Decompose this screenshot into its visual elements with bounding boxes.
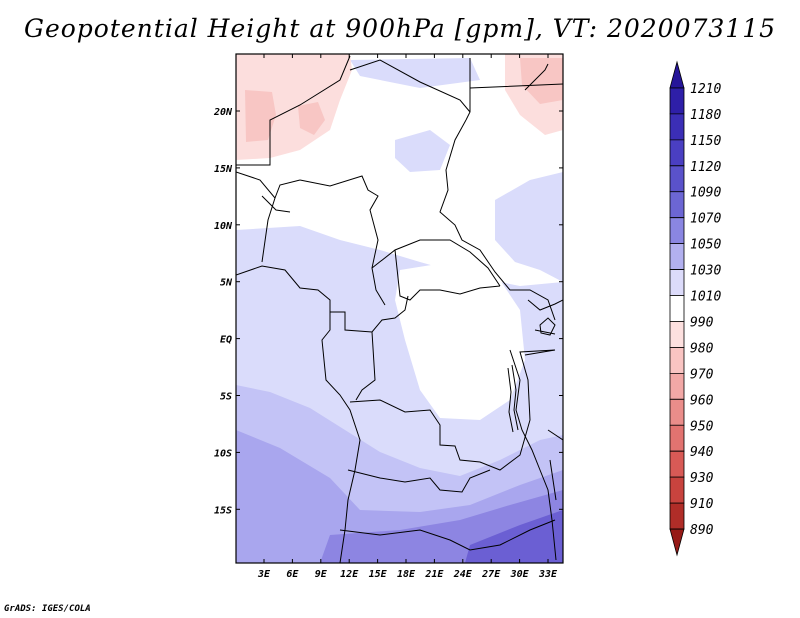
lon-label: 15E bbox=[369, 569, 388, 580]
colorbar-label: 940 bbox=[690, 445, 714, 460]
colorbar-segment bbox=[669, 398, 685, 426]
colorbar-label: 960 bbox=[690, 393, 714, 408]
colorbar-segment bbox=[669, 347, 685, 374]
lon-label: 18E bbox=[397, 569, 416, 580]
lon-label: 27E bbox=[481, 569, 501, 580]
map-title: Geopotential Height at 900hPa [gpm], VT:… bbox=[23, 14, 777, 43]
field-zone-1090-plus bbox=[465, 510, 563, 563]
field-zone-north-1030 bbox=[350, 58, 480, 88]
colorbar-segment bbox=[669, 113, 685, 141]
lon-label: 6E bbox=[286, 569, 299, 580]
field-zone-chad-1030 bbox=[395, 130, 450, 172]
colorbar-segment bbox=[669, 60, 685, 89]
grads-credit: GrADS: IGES/COLA bbox=[4, 604, 91, 614]
colorbar-label: 1210 bbox=[690, 82, 721, 97]
country-borders bbox=[236, 55, 563, 563]
colorbar-segment bbox=[669, 191, 685, 219]
colorbar-segment bbox=[669, 372, 685, 400]
colorbar-label: 910 bbox=[690, 497, 714, 512]
lake-tanganyika bbox=[507, 364, 519, 433]
colorbar-segment bbox=[669, 269, 685, 296]
colorbar-label: 980 bbox=[690, 341, 714, 356]
border-sahel bbox=[236, 171, 301, 263]
colorbar-segment bbox=[669, 217, 685, 245]
border-uganda-kenya bbox=[524, 299, 563, 356]
colorbar-segment bbox=[669, 295, 685, 322]
lon-label: 3E bbox=[257, 569, 271, 580]
colorbar-label: 1120 bbox=[690, 160, 721, 175]
field-zone-congo-white bbox=[395, 262, 525, 420]
colorbar-segment bbox=[669, 321, 685, 348]
border-chad-sudan bbox=[439, 119, 556, 321]
colorbar-label: 1030 bbox=[690, 264, 721, 279]
border-congo bbox=[330, 295, 409, 401]
colorbar-label: 1180 bbox=[690, 108, 721, 123]
colorbar-label: 1070 bbox=[690, 212, 721, 227]
border-car bbox=[371, 239, 501, 301]
field-zone-rose-northeast bbox=[520, 58, 563, 104]
colorbar-label: 1010 bbox=[690, 290, 721, 305]
lat-label: 5S bbox=[220, 392, 232, 403]
lat-label: 20N bbox=[213, 107, 233, 118]
colorbar-segment bbox=[669, 502, 685, 530]
lon-label: 30E bbox=[510, 569, 530, 580]
colorbar-label: 1150 bbox=[690, 134, 721, 149]
field-zone-east-1030 bbox=[495, 172, 563, 282]
lon-label: 21E bbox=[424, 569, 444, 580]
colorbar-segment bbox=[669, 139, 685, 167]
colorbar-label: 970 bbox=[690, 367, 714, 382]
border-west-coast bbox=[236, 265, 361, 563]
lat-label: 5N bbox=[220, 278, 233, 289]
border-tanzania bbox=[547, 429, 563, 441]
lat-label: 10S bbox=[214, 448, 232, 459]
colorbar-segment bbox=[669, 87, 685, 115]
lon-label: 9E bbox=[315, 569, 328, 580]
border-north-lines bbox=[236, 55, 563, 166]
latitude-axis: 20N 15N 10N 5N EQ 5S 10S 15S bbox=[213, 107, 563, 516]
colorbar-label: 950 bbox=[690, 419, 714, 434]
colorbar-label: 890 bbox=[690, 523, 714, 538]
colorbar-label: 1050 bbox=[690, 238, 721, 253]
field-zone-rose-west-2 bbox=[298, 102, 325, 135]
lat-label: EQ bbox=[220, 335, 232, 346]
colorbar-segment bbox=[669, 450, 685, 478]
field-zone-rose-west bbox=[245, 90, 276, 142]
colorbar-segment bbox=[669, 165, 685, 193]
colorbar-segment bbox=[669, 528, 685, 557]
lon-label: 24E bbox=[453, 569, 473, 580]
border-east-lakes bbox=[509, 349, 557, 561]
lon-label: 33E bbox=[538, 569, 558, 580]
colorbar-label: 990 bbox=[690, 315, 714, 330]
map-frame bbox=[235, 53, 564, 564]
colorbar-segment bbox=[669, 243, 685, 270]
lake-malawi bbox=[549, 459, 557, 501]
lat-label: 10N bbox=[214, 221, 233, 232]
lat-label: 15S bbox=[214, 505, 232, 516]
border-niger-chad bbox=[299, 175, 386, 306]
colorbar-label: 1090 bbox=[690, 186, 721, 201]
lake-victoria bbox=[539, 317, 556, 336]
colorbar-segment bbox=[669, 476, 685, 504]
river-red-sea bbox=[524, 63, 549, 91]
border-drc-angola bbox=[349, 349, 556, 471]
lon-label: 12E bbox=[340, 569, 359, 580]
height-field bbox=[236, 54, 563, 563]
colorbar-label: 930 bbox=[690, 471, 714, 486]
lat-label: 15N bbox=[214, 164, 233, 175]
border-angola-zambia bbox=[339, 469, 556, 551]
colorbar: 1210 1180 1150 1120 1090 1070 1050 1030 1010 990 9… bbox=[669, 60, 721, 557]
longitude-axis: 3E 6E 9E 12E 15E 18E 21E 24E 27E 30E 33E bbox=[257, 54, 558, 580]
colorbar-segment bbox=[669, 424, 685, 452]
